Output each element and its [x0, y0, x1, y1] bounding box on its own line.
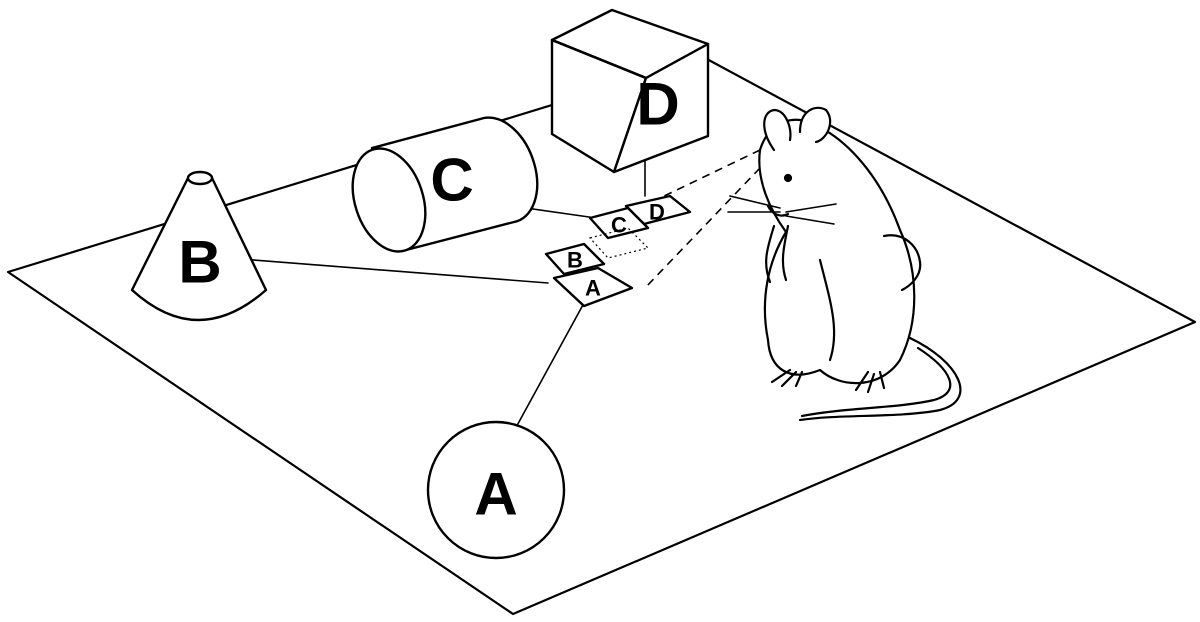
card-a-label: A — [585, 276, 601, 301]
object-c-cylinder: C — [351, 116, 539, 253]
gaze-line-lower — [644, 167, 761, 289]
rat-illustration — [727, 106, 962, 422]
card-d-label: D — [649, 200, 665, 225]
object-c-label: C — [430, 147, 473, 214]
card-c-label: C — [611, 213, 627, 238]
connector-b — [227, 257, 549, 284]
object-b-label: B — [178, 229, 221, 296]
object-d-cube: D — [550, 8, 710, 174]
object-d-label: D — [636, 71, 679, 138]
card-b-label: B — [567, 248, 583, 273]
memory-cards: D C B A — [544, 194, 692, 308]
object-a-circle: A — [426, 420, 566, 560]
connector-a — [507, 302, 585, 443]
object-a-label: A — [474, 461, 517, 528]
object-b-cone: B — [130, 170, 268, 322]
gaze-line-upper — [659, 149, 761, 199]
